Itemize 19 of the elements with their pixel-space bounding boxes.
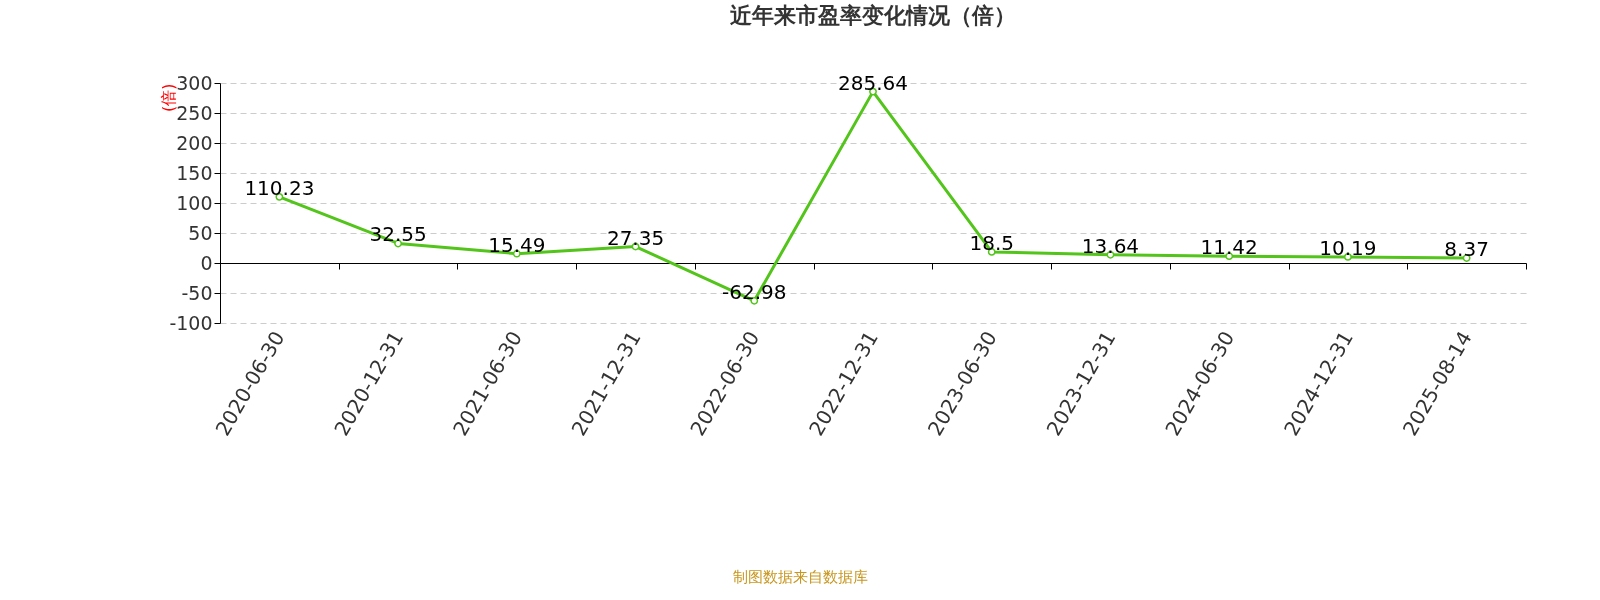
y-tick-label: 200 [176,131,213,154]
y-tick-label: 150 [176,161,213,184]
data-label: 110.23 [244,175,315,200]
y-tick-label: 100 [176,191,213,214]
data-label: 8.37 [1444,236,1489,261]
data-label: 27.35 [606,225,665,250]
data-label: 10.19 [1319,235,1377,260]
y-tick-label: 250 [176,101,213,124]
y-tick-label: 0 [200,251,213,274]
y-tick-label: -50 [181,281,213,304]
y-tick-label: 50 [188,221,213,244]
y-tick-label: 300 [176,71,213,94]
data-label: 15.49 [488,232,546,257]
data-label: 11.42 [1200,235,1258,260]
y-tick-label: -100 [169,311,213,334]
text: 制图数据来自数据库 [731,568,869,587]
data-label: 285.64 [838,70,908,95]
data-label: 13.64 [1081,233,1140,258]
chart-title: 近年来市盈率变化情况（倍） [729,2,1016,28]
